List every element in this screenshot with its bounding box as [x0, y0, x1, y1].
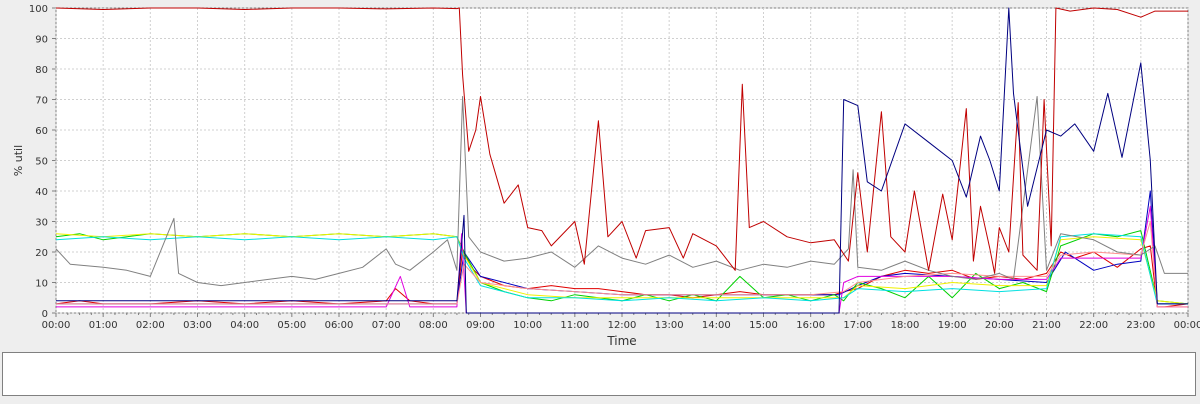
- x-tick-label: 09:00: [466, 320, 495, 331]
- series-line-dm-1: [55, 7, 1188, 274]
- x-tick-label: 01:00: [89, 320, 118, 331]
- x-tick-label: 02:00: [136, 320, 165, 331]
- series-line-sdd: [55, 245, 1189, 308]
- x-tick-label: 06:00: [325, 320, 354, 331]
- x-tick-label: 17:00: [843, 320, 872, 331]
- x-tick-label: 13:00: [655, 320, 684, 331]
- x-tick-label: 10:00: [513, 320, 542, 331]
- y-tick-label: 100: [29, 4, 48, 15]
- x-tick-label: 12:00: [608, 320, 637, 331]
- series-line-dm-0: [55, 96, 1188, 287]
- x-tick-label: 16:00: [796, 320, 825, 331]
- legend: [2, 352, 1196, 396]
- x-tick-label: 07:00: [372, 320, 401, 331]
- series-line-dm-2: [56, 7, 1188, 314]
- x-tick-label: 00:00: [42, 320, 71, 331]
- y-tick-label: 60: [35, 126, 48, 137]
- x-tick-label: 23:00: [1126, 320, 1155, 331]
- x-tick-label: 05:00: [277, 320, 306, 331]
- x-tick-label: 03:00: [183, 320, 212, 331]
- x-tick-label: 19:00: [938, 320, 967, 331]
- x-tick-label: 08:00: [419, 320, 448, 331]
- y-tick-label: 50: [35, 157, 48, 168]
- series-line-sdx: [56, 221, 1188, 308]
- x-tick-label: 15:00: [749, 320, 778, 331]
- y-tick-label: 40: [35, 187, 48, 198]
- x-axis-label: Time: [606, 334, 636, 348]
- x-tick-label: 21:00: [1032, 320, 1061, 331]
- series-line-sdu: [55, 233, 1188, 305]
- y-tick-label: 90: [35, 35, 48, 46]
- x-tick-label: 18:00: [891, 320, 920, 331]
- x-tick-label: 20:00: [985, 320, 1014, 331]
- x-tick-label: 22:00: [1079, 320, 1108, 331]
- y-axis-label: % util: [12, 145, 25, 176]
- y-tick-label: 80: [35, 65, 48, 76]
- x-tick-label: 14:00: [702, 320, 731, 331]
- y-tick-label: 30: [35, 218, 48, 229]
- y-tick-label: 0: [42, 309, 48, 320]
- series-line-sdl: [55, 233, 1189, 305]
- x-tick-label: 00:00: [1174, 320, 1200, 331]
- y-tick-label: 10: [35, 279, 48, 290]
- x-tick-label: 04:00: [230, 320, 259, 331]
- y-tick-label: 70: [35, 96, 48, 107]
- x-tick-label: 11:00: [560, 320, 589, 331]
- y-tick-label: 20: [35, 248, 48, 259]
